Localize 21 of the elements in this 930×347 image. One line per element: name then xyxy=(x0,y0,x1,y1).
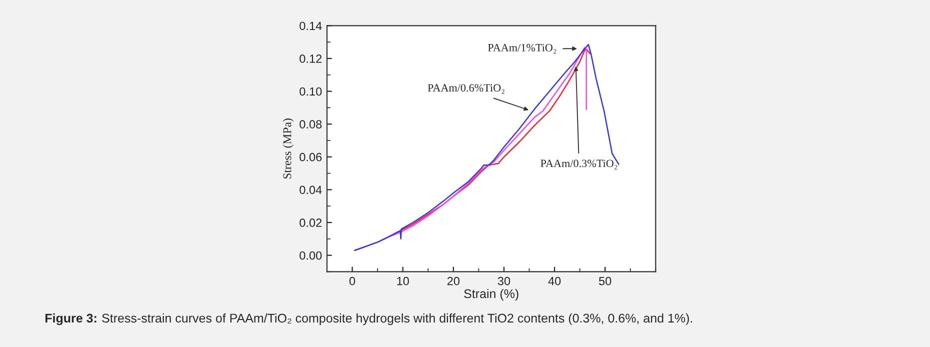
x-tick-label: 20 xyxy=(447,276,460,286)
annotation: PAAm/0.6%TiO₂ xyxy=(428,84,504,94)
x-tick-label: 30 xyxy=(498,276,510,286)
x-tick-label: 10 xyxy=(397,276,409,286)
y-tick-label: 0.08 xyxy=(300,120,322,128)
annotation: PAAm/0.3%TiO₂ xyxy=(540,160,618,170)
y-tick-label: 0.06 xyxy=(300,152,322,162)
x-tick-label: 50 xyxy=(598,276,612,286)
annotation: PAAm/1%TiO₂ xyxy=(488,44,556,54)
y-tick-label: 0.04 xyxy=(300,186,322,194)
x-tick-label: 0 xyxy=(349,276,356,286)
y-tick-label: 0.10 xyxy=(300,87,322,96)
caption: Figure 3: xyxy=(45,313,96,326)
x-tick-label: 40 xyxy=(548,276,561,286)
y-tick-label: 0.02 xyxy=(300,218,322,227)
text: Stress-strain curves of PAAm/TiO₂ composite hydrogels with different TiO2 contents (0.3%, 0.6%, and 1%). xyxy=(102,313,692,326)
y-tick-label: 0.12 xyxy=(300,54,322,63)
x-axis-title: Strain (%) xyxy=(464,288,518,301)
y-tick-label: 0.14 xyxy=(300,22,322,30)
y-tick-label: 0.00 xyxy=(300,251,322,260)
y-axis-title: Stress (MPa) xyxy=(282,118,294,179)
